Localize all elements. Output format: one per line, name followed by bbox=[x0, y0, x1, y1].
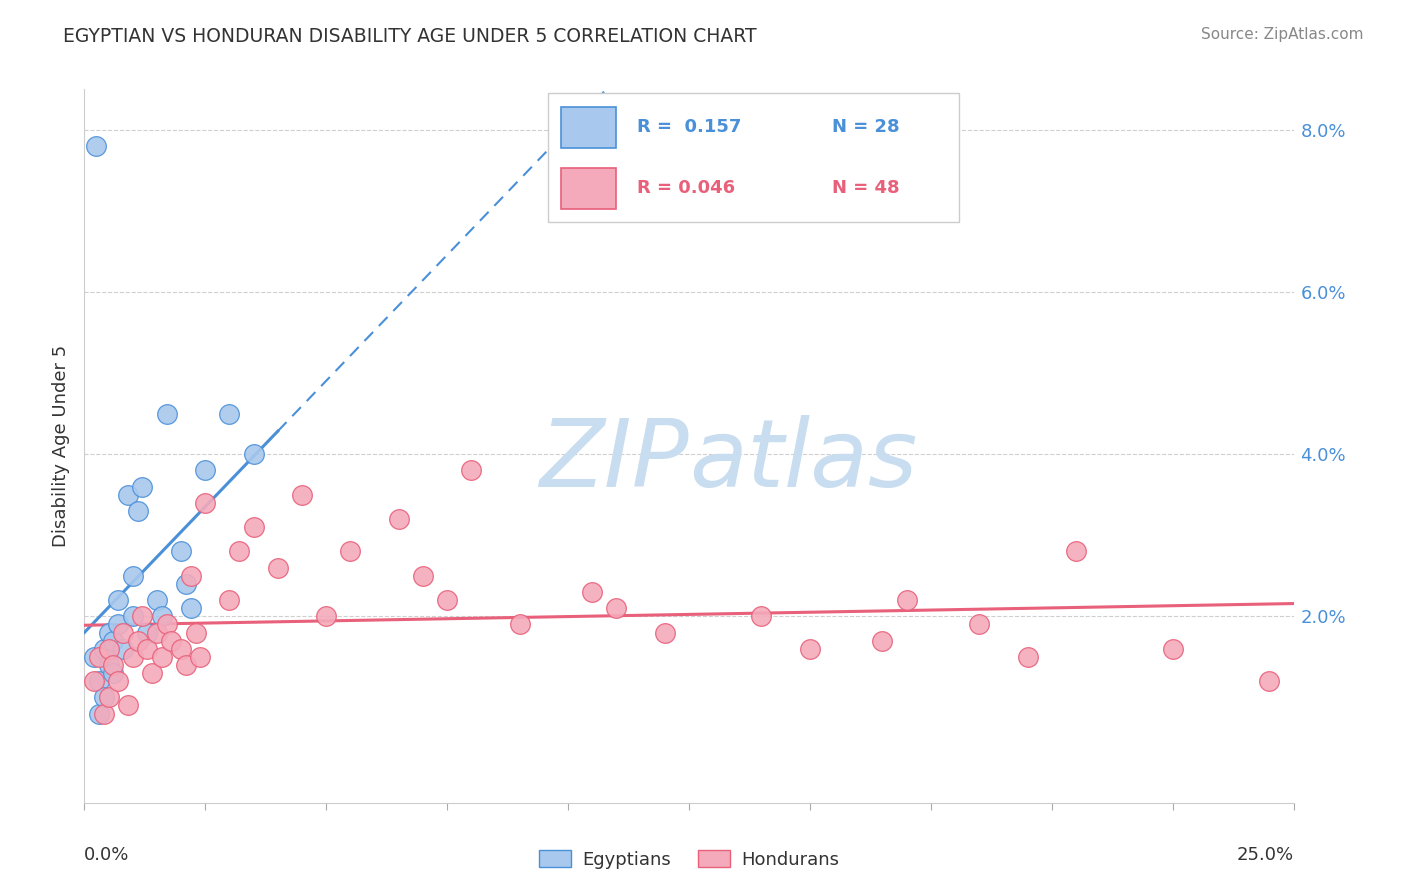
Text: R = 0.046: R = 0.046 bbox=[637, 179, 735, 197]
Point bbox=[388, 512, 411, 526]
Text: N = 28: N = 28 bbox=[831, 118, 900, 136]
Point bbox=[896, 593, 918, 607]
Point bbox=[127, 633, 149, 648]
Point bbox=[218, 407, 240, 421]
Point bbox=[87, 674, 110, 689]
Point bbox=[170, 544, 193, 558]
Point bbox=[141, 666, 163, 681]
Point bbox=[170, 641, 193, 656]
Point bbox=[107, 674, 129, 689]
Point bbox=[194, 463, 217, 477]
Text: R =  0.157: R = 0.157 bbox=[637, 118, 741, 136]
Text: 25.0%: 25.0% bbox=[1236, 846, 1294, 863]
Point bbox=[121, 609, 143, 624]
Point bbox=[136, 641, 159, 656]
Point bbox=[460, 463, 482, 477]
Point bbox=[799, 641, 821, 656]
Point bbox=[83, 674, 105, 689]
Point bbox=[1258, 674, 1281, 689]
Point bbox=[107, 593, 129, 607]
Point bbox=[654, 625, 676, 640]
Text: N = 48: N = 48 bbox=[831, 179, 900, 197]
Point bbox=[194, 496, 217, 510]
Legend: Egyptians, Hondurans: Egyptians, Hondurans bbox=[531, 843, 846, 876]
Text: Source: ZipAtlas.com: Source: ZipAtlas.com bbox=[1201, 27, 1364, 42]
Point bbox=[112, 641, 135, 656]
FancyBboxPatch shape bbox=[561, 168, 616, 209]
Point bbox=[1064, 544, 1087, 558]
Point bbox=[751, 609, 773, 624]
Point bbox=[112, 625, 135, 640]
Point bbox=[97, 625, 120, 640]
Point bbox=[93, 690, 115, 705]
Point bbox=[190, 649, 212, 664]
Point bbox=[339, 544, 361, 558]
Point bbox=[218, 593, 240, 607]
Point bbox=[121, 649, 143, 664]
Point bbox=[97, 657, 120, 672]
Point bbox=[228, 544, 250, 558]
Point bbox=[121, 568, 143, 582]
Point bbox=[174, 657, 197, 672]
Point bbox=[1161, 641, 1184, 656]
Point bbox=[174, 577, 197, 591]
Point bbox=[97, 690, 120, 705]
Point bbox=[184, 625, 207, 640]
Point bbox=[872, 633, 894, 648]
Point bbox=[87, 706, 110, 721]
Text: EGYPTIAN VS HONDURAN DISABILITY AGE UNDER 5 CORRELATION CHART: EGYPTIAN VS HONDURAN DISABILITY AGE UNDE… bbox=[63, 27, 756, 45]
Point bbox=[967, 617, 990, 632]
Point bbox=[103, 657, 125, 672]
Point bbox=[581, 585, 603, 599]
Point bbox=[291, 488, 314, 502]
Point bbox=[150, 649, 173, 664]
Point bbox=[155, 617, 177, 632]
Point bbox=[509, 617, 531, 632]
Point bbox=[146, 593, 169, 607]
Text: ZIP: ZIP bbox=[540, 415, 689, 506]
Text: atlas: atlas bbox=[689, 415, 917, 506]
Point bbox=[267, 560, 290, 574]
Point bbox=[150, 609, 173, 624]
Point bbox=[87, 649, 110, 664]
Point bbox=[180, 568, 202, 582]
Point bbox=[97, 641, 120, 656]
Point bbox=[117, 698, 139, 713]
Point bbox=[242, 520, 264, 534]
Point bbox=[131, 479, 153, 493]
Point bbox=[180, 601, 202, 615]
Point bbox=[86, 139, 108, 153]
Point bbox=[103, 633, 125, 648]
Point bbox=[242, 447, 264, 461]
Point bbox=[436, 593, 458, 607]
Point bbox=[127, 504, 149, 518]
Point bbox=[103, 666, 125, 681]
Point bbox=[93, 641, 115, 656]
Point bbox=[605, 601, 627, 615]
Point bbox=[131, 609, 153, 624]
Point bbox=[146, 625, 169, 640]
Point bbox=[107, 617, 129, 632]
FancyBboxPatch shape bbox=[548, 94, 959, 222]
Point bbox=[93, 706, 115, 721]
Point bbox=[83, 649, 105, 664]
Point bbox=[315, 609, 337, 624]
Y-axis label: Disability Age Under 5: Disability Age Under 5 bbox=[52, 345, 70, 547]
Point bbox=[155, 407, 177, 421]
Point bbox=[412, 568, 434, 582]
Point bbox=[117, 488, 139, 502]
Text: 0.0%: 0.0% bbox=[84, 846, 129, 863]
Point bbox=[1017, 649, 1039, 664]
Point bbox=[160, 633, 183, 648]
Point bbox=[136, 625, 159, 640]
FancyBboxPatch shape bbox=[561, 107, 616, 147]
